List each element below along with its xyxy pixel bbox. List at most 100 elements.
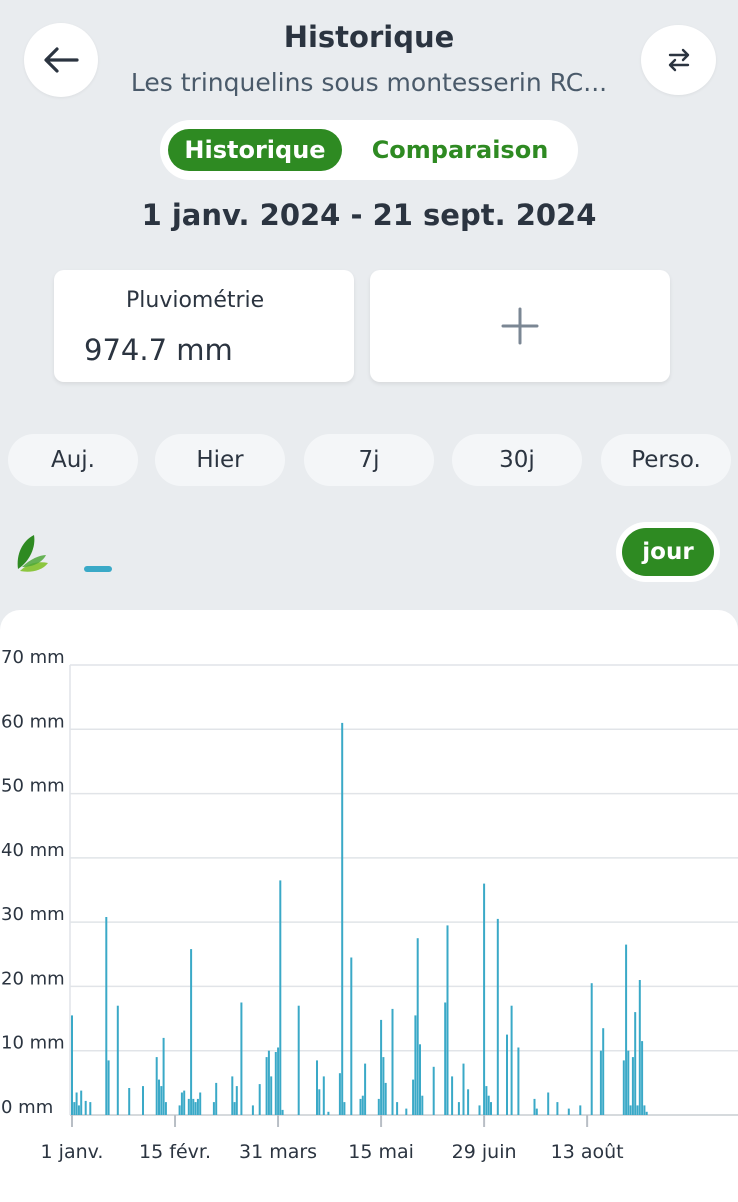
rain-bar[interactable] — [105, 917, 108, 1115]
rain-bar[interactable] — [155, 1057, 158, 1115]
rain-bar[interactable] — [643, 1105, 646, 1115]
rain-bar[interactable] — [192, 1098, 195, 1115]
rain-bar[interactable] — [116, 1005, 119, 1115]
rain-bar[interactable] — [235, 1086, 238, 1115]
rain-bar[interactable] — [318, 1089, 321, 1115]
rain-bar[interactable] — [396, 1102, 399, 1115]
rain-bar[interactable] — [267, 1050, 270, 1115]
rainfall-chart[interactable]: 0 mm 10 mm 20 mm 30 mm 40 mm 50 mm 60 mm 70 mm 1… — [0, 610, 738, 1202]
rain-bar[interactable] — [128, 1088, 131, 1115]
rain-bar[interactable] — [107, 1060, 110, 1115]
rain-bar[interactable] — [194, 1102, 197, 1115]
rain-bar[interactable] — [162, 1037, 165, 1115]
rain-bar[interactable] — [158, 1079, 160, 1115]
rain-bar[interactable] — [270, 1076, 273, 1115]
rain-bar[interactable] — [478, 1105, 481, 1115]
rain-bar[interactable] — [590, 983, 593, 1115]
rain-bar[interactable] — [80, 1090, 83, 1115]
rain-bar[interactable] — [240, 1002, 243, 1116]
rain-bar[interactable] — [631, 1057, 634, 1115]
rain-bar[interactable] — [364, 1063, 367, 1115]
rain-bar[interactable] — [451, 1076, 454, 1115]
rain-bar[interactable] — [421, 1095, 424, 1115]
rain-bar[interactable] — [462, 1063, 465, 1115]
rain-bar[interactable] — [322, 1076, 325, 1115]
rain-bar[interactable] — [382, 1057, 385, 1115]
period-yesterday[interactable]: Hier — [155, 434, 285, 486]
rain-bar[interactable] — [251, 1105, 254, 1115]
rain-bar[interactable] — [77, 1105, 80, 1115]
rain-bar[interactable] — [638, 980, 641, 1115]
rain-bar[interactable] — [533, 1098, 536, 1115]
rain-bar[interactable] — [444, 1002, 447, 1116]
add-metric-card[interactable] — [370, 270, 670, 382]
rain-bar[interactable] — [196, 1098, 199, 1115]
rain-bar[interactable] — [487, 1095, 490, 1115]
rain-bar[interactable] — [190, 949, 193, 1115]
rain-bar[interactable] — [535, 1108, 538, 1115]
rain-bar[interactable] — [556, 1102, 559, 1115]
rain-bar[interactable] — [73, 1102, 76, 1115]
rain-bar[interactable] — [341, 722, 344, 1115]
rain-bar[interactable] — [567, 1108, 570, 1115]
rain-bar[interactable] — [75, 1092, 78, 1116]
rain-bar[interactable] — [457, 1102, 460, 1115]
rain-bar[interactable] — [343, 1102, 346, 1115]
rain-bar[interactable] — [405, 1108, 408, 1115]
rain-bar[interactable] — [361, 1095, 364, 1115]
rain-bar[interactable] — [629, 1105, 632, 1115]
rain-bar[interactable] — [160, 1086, 163, 1115]
rain-bar[interactable] — [338, 1073, 341, 1115]
rain-bar[interactable] — [199, 1092, 202, 1116]
back-button[interactable] — [24, 23, 98, 97]
rain-bar[interactable] — [89, 1102, 92, 1115]
rain-bar[interactable] — [281, 1109, 284, 1115]
rain-bar[interactable] — [641, 1041, 644, 1115]
rain-bar[interactable] — [187, 1098, 190, 1115]
rain-bar[interactable] — [178, 1105, 181, 1115]
rain-bar[interactable] — [490, 1102, 492, 1115]
rain-bar[interactable] — [485, 1086, 488, 1115]
rain-bar[interactable] — [265, 1057, 268, 1115]
rain-bar[interactable] — [350, 957, 353, 1116]
rain-bar[interactable] — [412, 1079, 415, 1115]
rain-bar[interactable] — [233, 1102, 236, 1115]
rain-bar[interactable] — [212, 1102, 215, 1115]
rain-bar[interactable] — [645, 1111, 648, 1115]
rain-bar[interactable] — [467, 1089, 470, 1115]
rain-bar[interactable] — [634, 1012, 637, 1115]
rain-bar[interactable] — [599, 1050, 602, 1115]
rain-bar[interactable] — [215, 1082, 218, 1115]
metric-card-pluviometrie[interactable]: Pluviométrie 974.7 mm — [54, 270, 354, 572]
rain-bar[interactable] — [359, 1098, 362, 1115]
rain-bar[interactable] — [625, 944, 628, 1115]
tab-historique[interactable]: Historique — [168, 129, 342, 171]
rain-bar[interactable] — [274, 1052, 277, 1115]
granularity-toggle[interactable]: jour — [616, 522, 720, 582]
rain-bar[interactable] — [180, 1092, 183, 1116]
rain-bar[interactable] — [316, 1060, 318, 1115]
rain-bar[interactable] — [164, 1102, 167, 1115]
rain-bar[interactable] — [279, 880, 282, 1115]
rain-bar[interactable] — [414, 1015, 417, 1115]
tab-comparaison[interactable]: Comparaison — [371, 136, 549, 164]
rain-bar[interactable] — [71, 1015, 73, 1115]
period-30d[interactable]: 30j — [452, 434, 582, 486]
rain-bar[interactable] — [297, 1005, 300, 1115]
rain-bar[interactable] — [506, 1034, 508, 1115]
rain-bar[interactable] — [380, 1019, 383, 1115]
rain-bar[interactable] — [377, 1098, 380, 1115]
period-7d[interactable]: 7j — [304, 434, 434, 486]
rain-bar[interactable] — [636, 1105, 639, 1115]
rain-bar[interactable] — [327, 1111, 330, 1115]
rain-bar[interactable] — [622, 1060, 625, 1115]
rain-bar[interactable] — [602, 1028, 605, 1115]
rain-bar[interactable] — [277, 1047, 280, 1116]
swap-button[interactable] — [641, 25, 716, 95]
rain-bar[interactable] — [483, 883, 486, 1115]
rain-bar[interactable] — [496, 918, 499, 1115]
rain-bar[interactable] — [183, 1090, 186, 1115]
rain-bar[interactable] — [142, 1086, 144, 1115]
date-range[interactable]: 1 janv. 2024 - 21 sept. 2024 — [141, 198, 597, 232]
rain-bar[interactable] — [419, 1044, 421, 1115]
